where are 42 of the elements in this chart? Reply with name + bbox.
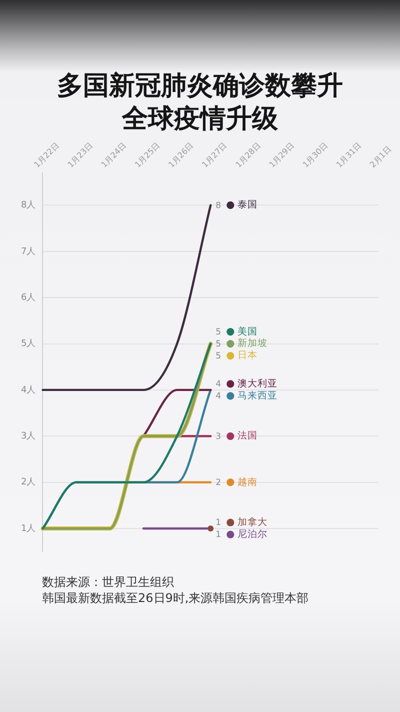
data-label: 1 [216, 518, 222, 528]
data-label: 2 [216, 478, 222, 488]
data-label: 1 [216, 530, 222, 540]
data-label: 4 [216, 380, 222, 390]
x-tick-label: 1月22日 [32, 140, 61, 170]
text: 韩国最新数据截至26日9时,来源韩国疾病管理本部 [42, 590, 309, 606]
data-label: 5 [216, 351, 222, 362]
x-tick-label: 1月25日 [133, 140, 162, 170]
x-tick-label: 2月1日 [368, 144, 394, 170]
legend-label: 美国 [238, 325, 258, 338]
legend-label: 法国 [238, 430, 258, 442]
data-label: 5 [216, 339, 222, 350]
chart-title: 多国新冠肺炎确诊数攀升全球疫情升级 [56, 70, 344, 136]
legend-label: 越南 [238, 476, 258, 488]
legend-label: 加拿大 [238, 516, 268, 528]
data-label: 8 [216, 200, 222, 211]
y-tick-label: 3人 [20, 430, 36, 442]
x-tick-label: 1月29日 [267, 140, 296, 170]
x-tick-label: 1月27日 [200, 140, 229, 170]
x-tick-label: 1月31日 [334, 140, 364, 170]
legend-label: 澳大利亚 [238, 377, 278, 390]
y-tick-label: 4人 [20, 384, 36, 396]
legend-label: 泰国 [238, 200, 258, 211]
y-tick-label: 5人 [20, 338, 36, 350]
x-tick-label: 1月24日 [100, 140, 128, 170]
data-label: 5 [216, 327, 222, 338]
legend-label: 尼泊尔 [238, 528, 268, 540]
x-tick-label: 1月28日 [234, 140, 262, 170]
data-label: 3 [216, 432, 222, 442]
legend-label: 日本 [238, 349, 258, 362]
y-tick-label: 6人 [20, 292, 36, 303]
y-tick-label: 8人 [20, 200, 36, 211]
x-tick-label: 1月30日 [301, 140, 330, 170]
y-tick-label: 1人 [20, 522, 36, 534]
legend-label: 马来西亚 [238, 389, 278, 402]
data-label: 4 [216, 392, 222, 402]
legend-label: 新加坡 [238, 337, 268, 350]
source-note: 数据来源：世界卫生组织 [42, 574, 175, 590]
y-tick-label: 7人 [20, 246, 36, 257]
x-tick-label: 1月23日 [66, 140, 95, 170]
y-tick-label: 2人 [20, 476, 36, 488]
x-tick-label: 1月26日 [166, 140, 196, 170]
